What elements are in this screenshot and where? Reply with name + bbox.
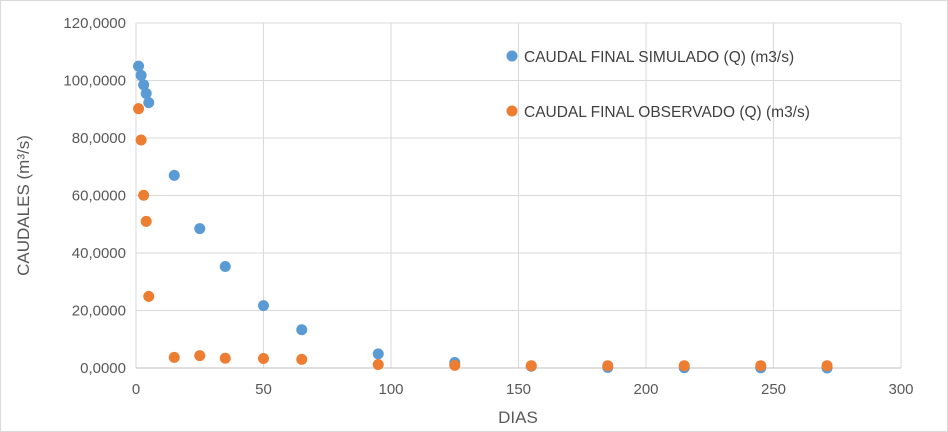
- y-axis-title: CAUDALES (m³/s): [14, 135, 33, 276]
- x-tick-label: 200: [633, 381, 658, 398]
- x-axis-title: DIAS: [498, 408, 538, 427]
- series-2-point: [140, 215, 152, 227]
- x-tick-label: 50: [255, 381, 272, 398]
- x-tick-labels: 0 50 100 150 200 250 300: [132, 381, 914, 398]
- series-2-point: [219, 352, 231, 364]
- series-2-point: [525, 360, 537, 372]
- series-2-point: [258, 353, 269, 365]
- x-tick-label: 250: [761, 381, 786, 398]
- series-1-point: [168, 169, 180, 181]
- data-points: [133, 60, 833, 374]
- series-1-point: [140, 87, 152, 99]
- x-tick-label: 0: [132, 381, 140, 398]
- y-tick-label: 40,0000: [72, 245, 126, 262]
- series-1-point: [219, 261, 231, 273]
- series-2-point: [135, 134, 147, 146]
- series-2-point: [372, 359, 384, 371]
- series-2-point: [449, 359, 461, 371]
- legend-label: CAUDAL FINAL OBSERVADO (Q) (m3/s): [524, 104, 810, 121]
- series-1-point: [135, 69, 147, 81]
- y-tick-labels: 0,0000 20,0000 40,0000 60,0000 80,0000 100,00…: [63, 15, 126, 377]
- legend: CAUDAL FINAL SIMULADO (Q) (m3/s) CAUDAL F…: [506, 49, 810, 121]
- series-2-point: [296, 353, 308, 365]
- series-2-point: [133, 103, 145, 115]
- series-1-point: [296, 324, 308, 336]
- series-2-point: [143, 290, 155, 302]
- legend-marker: [506, 50, 518, 62]
- axes: [135, 23, 901, 369]
- y-tick-label: 80,0000: [72, 130, 126, 147]
- y-tick-label: 0,0000: [80, 360, 126, 377]
- series-2-point: [821, 360, 833, 372]
- y-tick-label: 120,0000: [63, 15, 126, 32]
- series-1-point: [138, 79, 150, 91]
- series-2-point: [138, 189, 150, 201]
- legend-marker: [506, 105, 518, 117]
- y-tick-label: 60,0000: [72, 188, 126, 205]
- series-2-point: [168, 351, 180, 363]
- legend-label: CAUDAL FINAL SIMULADO (Q) (m3/s): [524, 49, 794, 66]
- series-1-point: [194, 223, 206, 235]
- series-1-point: [133, 60, 145, 72]
- y-tick-label: 20,0000: [72, 303, 126, 320]
- series-2-point: [755, 360, 767, 372]
- x-tick-label: 100: [378, 381, 403, 398]
- x-tick-label: 300: [888, 381, 913, 398]
- series-1-point: [372, 348, 384, 360]
- series-2-point: [194, 350, 206, 362]
- gridlines: [136, 22, 902, 368]
- series-2-point: [602, 360, 614, 372]
- series-1-point: [143, 97, 155, 109]
- series-1-point: [258, 300, 269, 312]
- y-tick-label: 100,0000: [63, 73, 126, 90]
- x-tick-label: 150: [506, 381, 531, 398]
- series-2-point: [678, 360, 690, 372]
